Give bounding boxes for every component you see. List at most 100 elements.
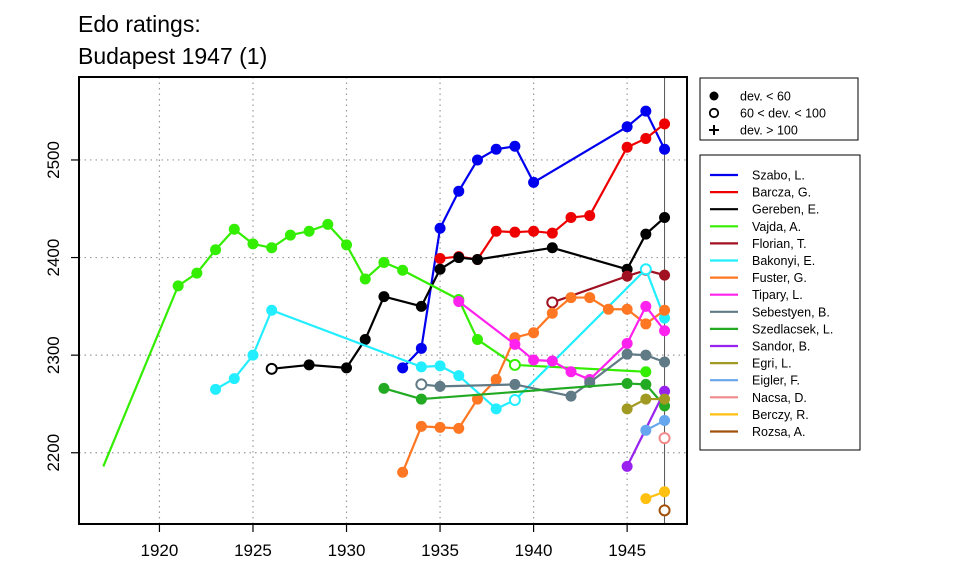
data-point — [453, 295, 465, 307]
data-point — [509, 378, 521, 390]
data-point — [247, 238, 259, 250]
plot-frame — [78, 76, 688, 525]
legend-item-berczy-r: Berczy, R. — [710, 408, 809, 422]
legends: dev. < 60 60 < dev. < 100 dev. > 100 Szabo,… — [699, 77, 861, 451]
data-point — [640, 378, 652, 390]
data-point — [509, 338, 521, 350]
legend-item-gereben-e: Gereben, E. — [710, 203, 819, 217]
data-point — [659, 269, 671, 281]
data-point — [546, 242, 558, 254]
data-point — [621, 403, 633, 415]
data-point — [659, 385, 671, 397]
chart-title-line-1: Edo ratings: — [78, 11, 201, 37]
series-line — [102, 223, 646, 467]
x-tick-label: 1940 — [515, 541, 553, 560]
series-legend-box — [699, 154, 861, 451]
legend-label: Vajda, A. — [752, 220, 801, 234]
x-tick-label: 1920 — [141, 541, 179, 560]
data-point — [659, 143, 671, 155]
data-point — [378, 291, 390, 303]
data-point — [640, 393, 652, 405]
x-tick-label: 1945 — [608, 541, 646, 560]
data-point — [228, 373, 240, 385]
data-point — [471, 254, 483, 266]
legend-item-szedlacsek-l: Szedlacsek, L. — [710, 322, 833, 336]
data-point — [659, 312, 671, 324]
data-point — [434, 380, 446, 392]
data-point — [434, 421, 446, 433]
legend-item-fuster-g: Fuster, G. — [710, 271, 807, 285]
data-point — [453, 252, 465, 264]
series-vajda-a — [102, 218, 652, 467]
x-tick-label: 1935 — [421, 541, 459, 560]
legend-item-bakonyi-e: Bakonyi, E. — [710, 254, 815, 268]
data-point — [453, 185, 465, 197]
data-point — [659, 304, 671, 316]
legend-item-sandor-b: Sandor, B. — [710, 340, 810, 354]
data-point — [490, 403, 502, 415]
chart-title: Edo ratings: Budapest 1947 (1) — [78, 8, 267, 72]
marker-legend-label: dev. < 60 — [740, 90, 791, 104]
data-point — [565, 390, 577, 402]
series-line — [271, 216, 666, 370]
filled-circle-icon — [709, 91, 719, 101]
data-point — [490, 374, 502, 386]
legend-label: Florian, T. — [752, 237, 807, 251]
series-bakonyi-e — [210, 263, 671, 415]
series-szabo-l — [397, 105, 671, 374]
data-point — [434, 253, 446, 265]
data-point — [210, 383, 222, 395]
data-point — [584, 210, 596, 222]
legend-label: Fuster, G. — [752, 271, 807, 285]
legend-item-nacsa-d: Nacsa, D. — [710, 391, 807, 405]
data-point — [565, 292, 577, 304]
data-point — [621, 121, 633, 133]
series-fuster-g — [397, 292, 671, 478]
marker-legend-label: 60 < dev. < 100 — [740, 107, 826, 121]
series-egri-l — [621, 393, 671, 415]
data-point — [639, 263, 652, 276]
legend-label: Szabo, L. — [752, 169, 805, 183]
data-point — [434, 263, 446, 275]
data-point — [415, 393, 427, 405]
series-tipary-l — [453, 295, 671, 386]
legend-label: Sandor, B. — [752, 340, 810, 354]
data-point — [584, 292, 596, 304]
data-point — [303, 225, 315, 237]
data-point — [640, 318, 652, 330]
data-point — [658, 432, 671, 445]
data-point — [378, 382, 390, 394]
data-point — [659, 356, 671, 368]
data-point — [621, 303, 633, 315]
data-point — [509, 226, 521, 238]
data-point — [471, 393, 483, 405]
legend-item-eigler-f: Eigler, F. — [710, 374, 800, 388]
data-point — [565, 212, 577, 224]
x-tick-label: 1925 — [234, 541, 272, 560]
data-point — [453, 422, 465, 434]
series-gereben-e — [265, 212, 671, 375]
data-point — [210, 244, 222, 256]
data-point — [659, 393, 671, 405]
data-point — [471, 334, 483, 346]
marker-legend-label: dev. > 100 — [740, 124, 798, 138]
legend-label: Szedlacsek, L. — [752, 322, 833, 336]
data-point — [621, 141, 633, 153]
data-point — [397, 466, 409, 478]
legend-item-barcza-g: Barcza, G. — [710, 186, 811, 200]
data-point — [415, 378, 428, 391]
data-point — [546, 355, 558, 367]
data-point — [434, 222, 446, 234]
data-point — [640, 493, 652, 505]
data-point — [490, 143, 502, 155]
legend-label: Gereben, E. — [752, 203, 819, 217]
data-point — [397, 264, 409, 276]
data-point — [397, 362, 409, 374]
data-point — [621, 377, 633, 389]
data-point — [359, 273, 371, 285]
data-point — [453, 370, 465, 382]
axes: 1920 1925 1930 1935 1940 1945 2200 2300 2400 2500 — [44, 76, 688, 560]
legend-label: Sebestyen, B. — [752, 305, 830, 319]
legend-label: Egri, L. — [752, 357, 792, 371]
